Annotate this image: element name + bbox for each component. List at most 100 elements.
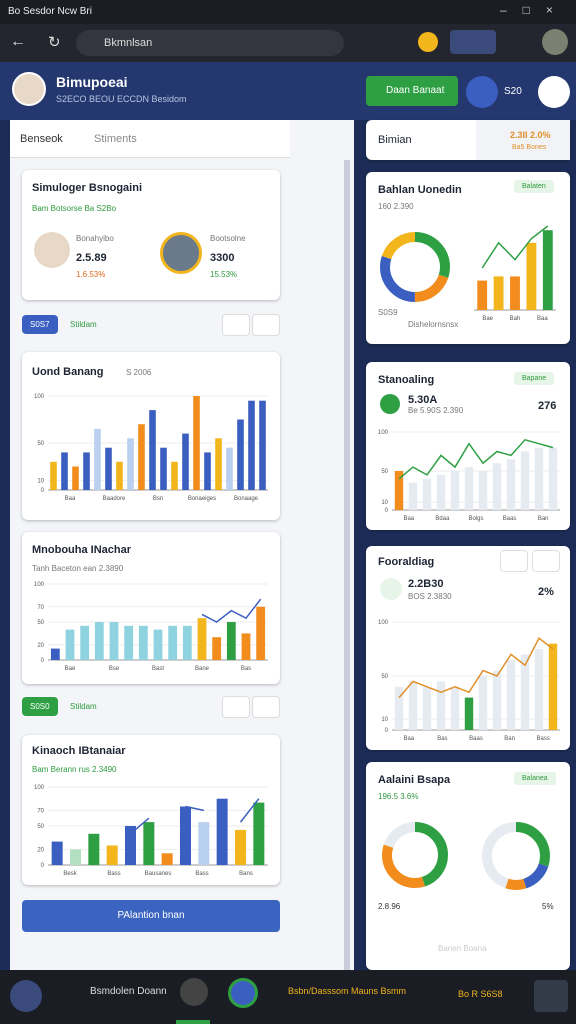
foot: 2.8.96 [378, 902, 401, 911]
profile[interactable] [542, 29, 568, 55]
icon-button[interactable] [532, 550, 560, 572]
x-tick-label: Bas [437, 736, 447, 742]
x-tick-label: Bass [107, 871, 120, 877]
bar [127, 438, 134, 490]
y-tick-label: 100 [378, 620, 389, 626]
card-title: Bimian [378, 134, 412, 146]
ext2[interactable] [450, 30, 496, 54]
y-tick-label: 10 [381, 717, 388, 723]
foot: 5% [542, 902, 554, 911]
chart-card: Stanoaling Bapane 5.30A Be 5.90S 2.390 2… [366, 362, 570, 530]
url-field[interactable]: Bkmnlsan [76, 30, 344, 56]
bar [197, 618, 207, 660]
menu[interactable] [534, 980, 568, 1012]
icon-button[interactable] [252, 696, 280, 718]
ext[interactable] [418, 32, 438, 52]
tab[interactable]: Stiments [94, 133, 137, 145]
icon-button[interactable] [222, 696, 250, 718]
bar [65, 629, 75, 660]
bar [256, 606, 266, 660]
bar [493, 276, 504, 310]
pill[interactable]: S0S0 [22, 697, 58, 716]
x-tick-label: Bdaa [435, 516, 450, 522]
donut [382, 822, 448, 888]
donut-segment [482, 822, 550, 890]
icon[interactable] [466, 76, 498, 108]
bar [478, 471, 488, 510]
line [398, 637, 554, 699]
bar [436, 681, 446, 730]
y-tick-label: 0 [385, 508, 389, 514]
chart-card: Aalaini Bsapa 196.5 3.6% Balanea 2.8.96 … [366, 762, 570, 970]
mid-label: Bsbn/Dasssom Mauns Bsmm [288, 986, 407, 996]
note: Banen Boana [438, 944, 487, 953]
chart: Bae Bah Baa [474, 225, 556, 322]
donut-segment [380, 232, 450, 302]
bar [72, 466, 79, 490]
y-tick-label: 50 [381, 674, 388, 680]
line [481, 225, 549, 269]
y-tick-label: 0 [385, 728, 389, 734]
y-tick-label: 100 [378, 430, 389, 436]
search: Benseok [20, 133, 63, 145]
bar [80, 625, 90, 660]
bar [109, 622, 119, 660]
x-tick-label: Bsn [153, 496, 163, 502]
bar [464, 697, 474, 730]
bar [125, 826, 136, 865]
person-delta: 15.53% [210, 270, 238, 279]
y-tick-label: 70 [37, 808, 44, 814]
window-controls[interactable]: –□× [500, 3, 569, 17]
icon-button[interactable] [222, 314, 250, 336]
person-label: Bonahyibo [76, 234, 114, 243]
card-subtitle: 160 2.390 [378, 202, 414, 211]
y-tick-label: 70 [37, 605, 44, 611]
y-tick-label: 20 [37, 643, 44, 649]
bar [143, 822, 155, 865]
chart: 0 10 50 100 Baa Bdaa Bolgs Baas Ban [378, 430, 560, 522]
action-button[interactable]: PAlantion bnan [22, 900, 280, 932]
primary-button[interactable]: Daan Banaat [366, 76, 458, 106]
icon-button[interactable] [500, 550, 528, 572]
card-subtitle: Bam Berann rus 2.3490 [32, 765, 117, 774]
x-tick-label: Baadore [103, 496, 126, 502]
y-tick-label: 50 [37, 824, 44, 830]
donut [380, 232, 450, 302]
bar [237, 419, 244, 490]
y-tick-label: 0 [41, 658, 45, 664]
value: 5.30A [408, 394, 438, 406]
card-title: Bahlan Uonedin [378, 184, 462, 196]
notify[interactable] [538, 76, 570, 108]
bar [138, 424, 145, 490]
chart: 0 20 50 70 100 Besk Bass Bausanes Bass Bans [34, 785, 268, 877]
person-photo [34, 232, 70, 268]
person-photo [160, 232, 202, 274]
tab-title[interactable]: Bo Sesdor Ncw Bri [8, 6, 92, 17]
bar [506, 459, 516, 510]
bar [171, 461, 178, 490]
reload[interactable]: ↻ [48, 34, 61, 51]
bar [94, 428, 101, 490]
bar [215, 438, 222, 490]
bar [94, 622, 104, 660]
y-tick-label: 50 [37, 620, 44, 626]
card-title: Mnobouha INachar [32, 544, 132, 556]
back[interactable]: ← [10, 33, 26, 50]
tab-bar: Bo Sesdor Ncw Bri –□× [0, 0, 576, 24]
scrollbar[interactable] [344, 160, 350, 970]
app-label[interactable]: Bsmdolen Doann [90, 986, 167, 997]
icon-button[interactable] [252, 314, 280, 336]
bar [216, 798, 228, 865]
pill[interactable]: S0S7 [22, 315, 58, 334]
app[interactable] [180, 978, 208, 1006]
card-subtitle: Tanh Baceton ean 2.3890 [32, 564, 124, 573]
search-bar[interactable]: Benseok Stiments [10, 120, 290, 158]
bar [534, 447, 544, 510]
bar [182, 625, 192, 660]
start[interactable] [10, 980, 42, 1012]
bar [477, 280, 488, 310]
row-label: Stildam [70, 320, 97, 329]
app[interactable] [228, 978, 258, 1008]
bar [198, 822, 210, 865]
line [130, 798, 260, 835]
